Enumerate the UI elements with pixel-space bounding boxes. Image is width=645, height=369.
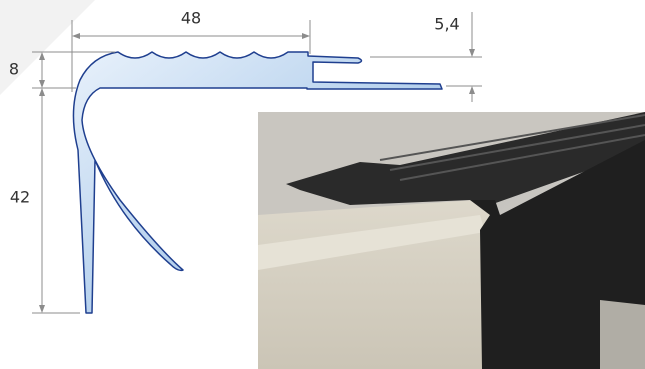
dimension-label: 5,4 xyxy=(434,15,459,34)
dimension-label: 8 xyxy=(9,60,19,79)
background-corner xyxy=(0,0,95,95)
dimension-lines xyxy=(32,12,482,314)
dimension-label: 48 xyxy=(181,9,201,28)
dimension-label: 42 xyxy=(10,188,30,207)
profile-drawing xyxy=(72,51,443,314)
product-photo xyxy=(258,112,645,369)
